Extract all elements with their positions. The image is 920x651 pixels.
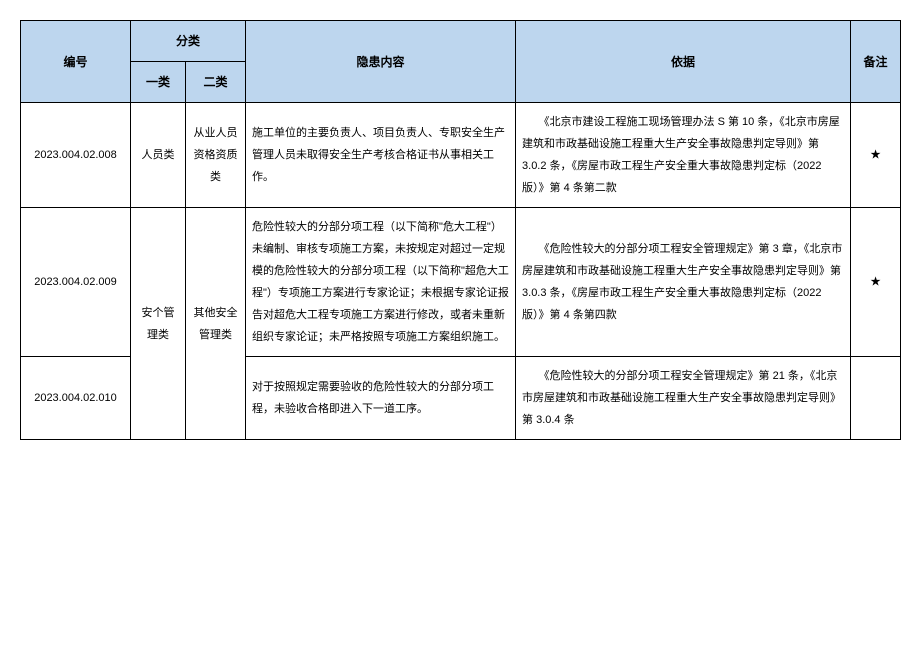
cell-cat1: 安个管理类	[131, 208, 186, 440]
cell-basis: 《北京市建设工程施工现场管理办法 S 第 10 条，《北京市房屋建筑和市政基础设…	[516, 103, 851, 208]
header-note: 备注	[851, 21, 901, 103]
header-id: 编号	[21, 21, 131, 103]
cell-note	[851, 357, 901, 440]
cell-id: 2023.004.02.008	[21, 103, 131, 208]
cell-id: 2023.004.02.010	[21, 357, 131, 440]
cell-content: 危险性较大的分部分项工程（以下简称"危大工程"）未编制、审核专项施工方案，未按规…	[246, 208, 516, 357]
header-cat1: 一类	[131, 62, 186, 103]
cell-basis: 《危险性较大的分部分项工程安全管理规定》第 21 条，《北京市房屋建筑和市政基础…	[516, 357, 851, 440]
cell-id: 2023.004.02.009	[21, 208, 131, 357]
cell-basis: 《危险性较大的分部分项工程安全管理规定》第 3 章，《北京市房屋建筑和市政基础设…	[516, 208, 851, 357]
header-category: 分类	[131, 21, 246, 62]
header-content: 隐患内容	[246, 21, 516, 103]
header-row-1: 编号 分类 隐患内容 依据 备注	[21, 21, 901, 62]
table-row: 2023.004.02.009 安个管理类 其他安全管理类 危险性较大的分部分项…	[21, 208, 901, 357]
hazard-table: 编号 分类 隐患内容 依据 备注 一类 二类 2023.004.02.008 人…	[20, 20, 901, 440]
table-row: 2023.004.02.008 人员类 从业人员资格资质类 施工单位的主要负责人…	[21, 103, 901, 208]
cell-cat2: 从业人员资格资质类	[186, 103, 246, 208]
cell-content: 对于按照规定需要验收的危险性较大的分部分项工程，未验收合格即进入下一道工序。	[246, 357, 516, 440]
header-basis: 依据	[516, 21, 851, 103]
cell-content: 施工单位的主要负责人、项目负责人、专职安全生产管理人员未取得安全生产考核合格证书…	[246, 103, 516, 208]
cell-cat1: 人员类	[131, 103, 186, 208]
header-cat2: 二类	[186, 62, 246, 103]
cell-note: ★	[851, 208, 901, 357]
cell-note: ★	[851, 103, 901, 208]
cell-cat2: 其他安全管理类	[186, 208, 246, 440]
